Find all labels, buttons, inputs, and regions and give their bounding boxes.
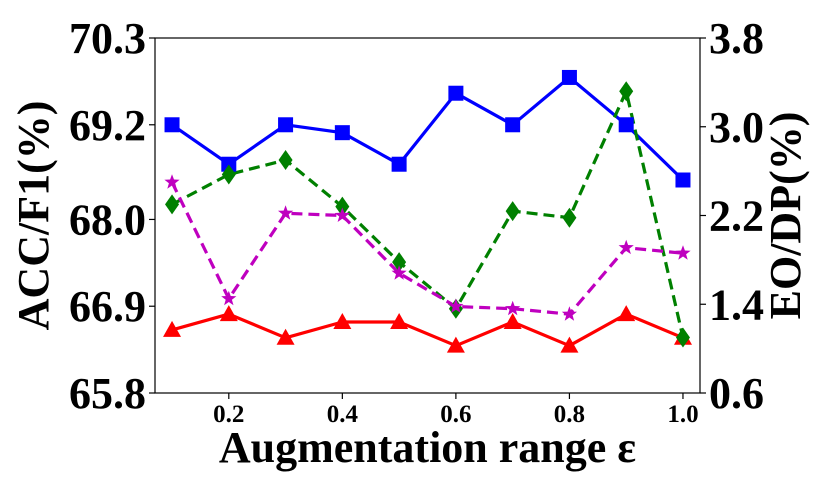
data-point-star [164,174,180,189]
x-ticks: 0.2 0.4 0.6 0.8 1.0 [213,393,699,428]
y-left-tick-label: 66.9 [69,282,146,331]
data-point-triangle [163,320,182,337]
series-diamond-line [171,89,685,338]
data-point-square [618,117,634,133]
data-point-square [561,69,577,85]
plot-lines [170,75,685,348]
y-left-tick-label: 69.2 [69,101,146,150]
y-right-tick-label: 3.8 [709,14,764,63]
data-point-diamond [392,252,407,273]
x-axis-label: Augmentation range ε [219,423,636,472]
data-point-square [391,156,407,172]
y-right-ticks: 0.6 1.4 2.2 3.0 3.8 [700,14,764,418]
plot-markers [163,69,692,353]
y-left-tick-label: 65.8 [69,369,146,418]
x-tick-label: 0.6 [440,401,471,428]
data-point-square [448,85,464,101]
y-left-tick-label: 68.0 [69,195,146,244]
y-right-tick-label: 2.2 [709,192,764,241]
data-point-triangle [390,313,409,329]
x-tick-label: 0.4 [327,401,359,428]
x-tick-label: 1.0 [667,401,698,428]
data-point-square [505,117,521,133]
data-point-triangle [276,328,295,345]
data-point-triangle [446,336,465,353]
data-point-star [278,205,294,220]
data-point-diamond [335,196,350,217]
data-point-diamond [165,194,180,215]
data-point-square [221,156,237,172]
y-right-tick-label: 3.0 [709,103,764,152]
y-right-tick-label: 1.4 [709,280,764,329]
data-point-diamond [505,201,520,222]
data-point-star [505,300,521,316]
data-point-star [221,290,237,306]
y-left-tick-label: 70.3 [69,14,146,63]
data-point-diamond [278,150,293,171]
series-triangle-line [171,312,684,348]
plot-frame [154,37,701,394]
data-point-star [334,207,350,222]
data-point-triangle [560,336,579,353]
y-left-axis-label: ACC/F1(%) [9,101,58,331]
data-point-star [561,306,577,321]
data-point-diamond [221,164,236,185]
data-point-star [448,298,464,313]
y-right-tick-label: 0.6 [709,369,764,418]
data-point-square [278,117,294,133]
data-point-diamond [562,207,577,228]
series-star-line [170,181,684,316]
data-point-square [334,125,350,141]
x-tick-label: 0.2 [213,401,244,428]
data-point-square [164,117,180,133]
data-point-diamond [675,327,690,348]
data-point-star [391,265,407,280]
data-point-triangle [333,313,352,329]
y-left-ticks: 65.8 66.9 68.0 69.2 70.3 [69,14,155,418]
data-point-square [675,172,691,188]
x-tick-label: 0.8 [554,401,585,428]
data-point-triangle [219,305,238,322]
data-point-triangle [503,313,522,329]
data-point-triangle [617,305,636,322]
data-point-diamond [619,81,634,102]
y-right-axis-label: EO/DP(%) [761,112,810,320]
data-point-star [618,239,634,255]
data-point-star [675,245,691,260]
series-square-line [171,75,685,182]
